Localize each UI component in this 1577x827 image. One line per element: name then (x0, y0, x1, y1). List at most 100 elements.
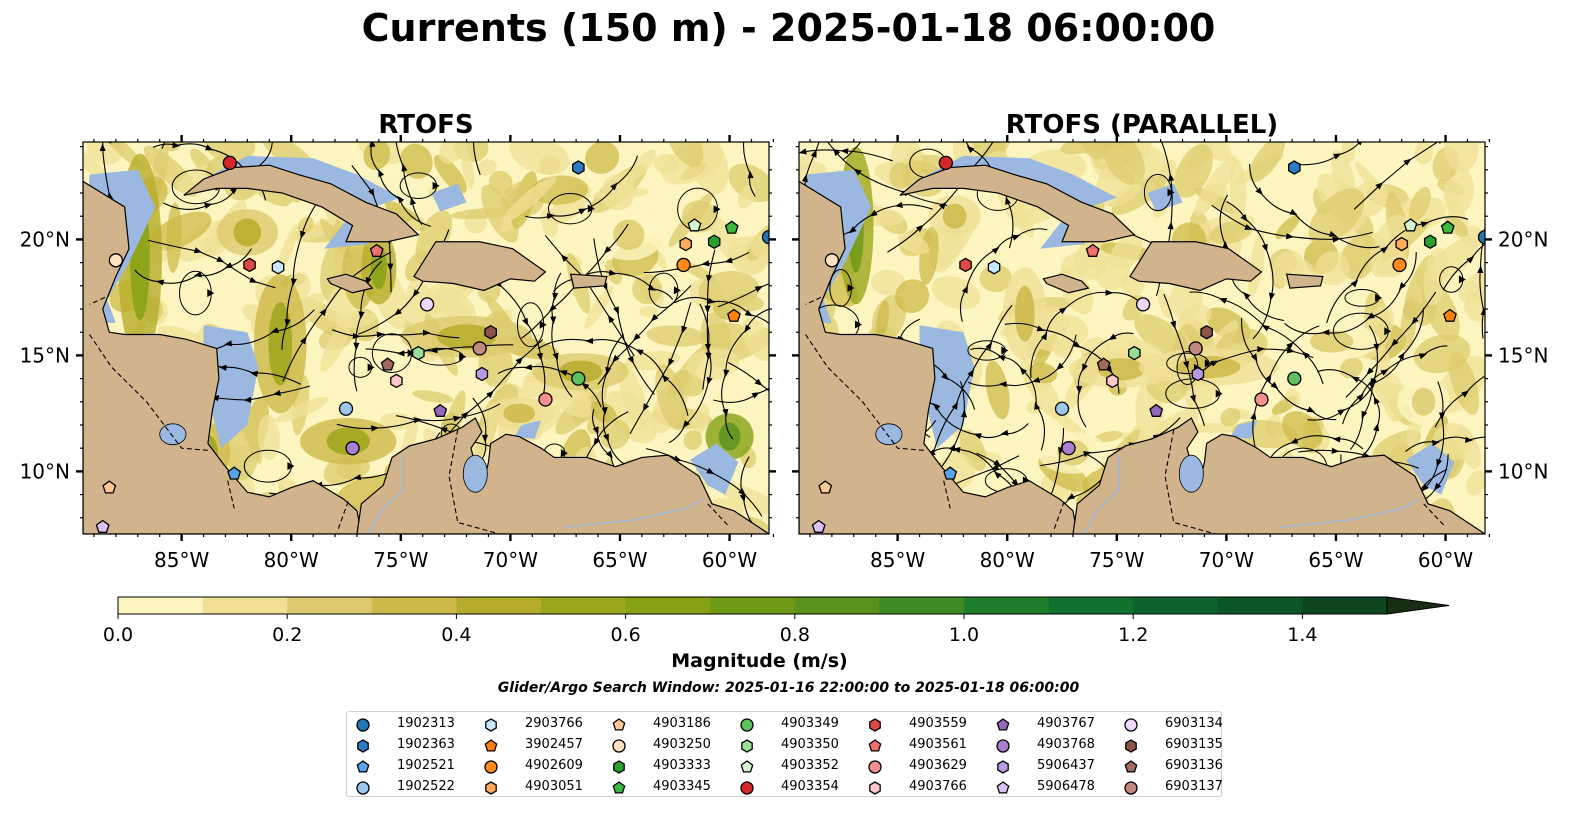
streamline (282, 251, 392, 382)
streamline (1189, 291, 1324, 385)
land-mass (326, 273, 374, 294)
legend-label: 4903051 (525, 779, 583, 794)
eddy-arrow (847, 283, 855, 292)
streamline (601, 333, 625, 465)
platform-marker-4903561 (1085, 243, 1100, 257)
legend-marker-icon (996, 718, 1010, 731)
platform-marker-4903559 (243, 257, 256, 273)
legend-marker-icon (612, 739, 626, 753)
platform-marker-1902363 (572, 160, 585, 175)
speed-core (1411, 387, 1436, 416)
platform-marker-6903134 (1135, 297, 1151, 312)
colorbar-segment (541, 597, 627, 614)
legend-marker (996, 718, 1010, 731)
y-tick-label: 10°N (1498, 459, 1548, 483)
streamline (497, 364, 602, 408)
y-tick-label: 10°N (20, 459, 70, 483)
eddy-arrow (539, 320, 547, 329)
eddy-arrow (407, 349, 415, 358)
speed-patch (461, 149, 475, 189)
platform-marker-1902521 (943, 466, 958, 480)
legend-label: 6903136 (1165, 758, 1223, 773)
colorbar-segment (964, 597, 1050, 614)
platform-marker-4903767 (1149, 403, 1164, 417)
legend-label: 4903559 (909, 716, 967, 731)
legend-marker-icon (484, 739, 498, 752)
country-border (1052, 501, 1065, 532)
streamline (281, 199, 320, 350)
panel-title: RTOFS (PARALLEL) (1006, 110, 1278, 140)
eddy-arrow (459, 352, 467, 361)
legend-marker-icon (356, 718, 370, 732)
eddy-arrow (287, 462, 295, 471)
streamline (1249, 163, 1380, 249)
legend-label: 6903134 (1165, 716, 1223, 731)
legend-marker-icon (740, 781, 754, 795)
river (1083, 455, 1120, 534)
speed-patch (1315, 251, 1350, 286)
colorbar-segment (371, 597, 457, 614)
legend-marker-icon (996, 781, 1010, 794)
river (1281, 498, 1420, 528)
platform-marker-4903333 (707, 234, 721, 249)
legend-label: 4903345 (653, 779, 711, 794)
platform-marker-4903186 (102, 480, 117, 494)
platform-marker-5906437 (1191, 366, 1205, 382)
legend-marker-icon (612, 718, 626, 731)
colorbar-tick-label: 1.0 (949, 624, 979, 646)
speed-patch (1073, 241, 1109, 280)
legend-marker (740, 781, 754, 795)
eddy-arrow (1215, 389, 1223, 398)
platform-marker-1902313 (761, 229, 769, 245)
legend-marker-icon (485, 781, 497, 795)
speed-core (718, 422, 741, 451)
legend-label: 6903137 (1165, 779, 1223, 794)
speed-core (1177, 355, 1241, 379)
legend-marker-icon (1124, 760, 1138, 773)
x-tick-label: 80°W (980, 548, 1035, 572)
platform-marker-4903766 (390, 373, 403, 389)
colorbar-tick-label: 0.2 (272, 624, 302, 646)
legend-marker-icon (484, 760, 498, 774)
speed-patch (1444, 142, 1479, 173)
legend-marker (868, 739, 882, 752)
legend-marker-icon (996, 739, 1010, 753)
map-panel-1 (83, 142, 769, 534)
speed-patch (509, 142, 570, 175)
legend-label: 3902457 (525, 737, 583, 752)
legend-marker (484, 739, 498, 752)
platform-marker-6903135 (1200, 324, 1213, 340)
platform-marker-1902521 (227, 466, 242, 480)
legend-label: 1902522 (397, 779, 455, 794)
y-tick-label: 15°N (1498, 343, 1548, 367)
platform-marker-2903766 (987, 260, 1001, 275)
platform-marker-4903250 (824, 253, 840, 268)
streamline (629, 302, 692, 435)
panel-frame (798, 141, 1486, 535)
colorbar-segment (794, 597, 880, 614)
platform-marker-2903766 (271, 260, 285, 275)
legend-marker-icon (1124, 781, 1138, 795)
eddy-arrow (207, 289, 215, 298)
speed-patch (1157, 288, 1173, 319)
land-mass (899, 164, 1136, 243)
streamline (353, 260, 382, 392)
legend-marker-icon (869, 718, 881, 732)
legend-label: 4903349 (781, 716, 839, 731)
speed-patch (148, 211, 212, 252)
colorbar-segment (202, 597, 288, 614)
platform-marker-3902457 (727, 308, 741, 322)
legend-marker (869, 718, 881, 732)
platform-marker-4903768 (1061, 441, 1076, 456)
platform-marker-4903345 (1440, 220, 1455, 234)
speed-core (233, 218, 262, 247)
platform-marker-4903629 (538, 392, 553, 407)
legend-marker-icon (868, 739, 882, 752)
streamline (393, 142, 423, 226)
legend-label: 5906478 (1037, 779, 1095, 794)
x-tick-label: 85°W (154, 548, 209, 572)
platform-marker-5906478 (95, 519, 110, 533)
colorbar-segment (625, 597, 711, 614)
land-mass (1129, 241, 1263, 292)
platform-marker-4903352 (1403, 218, 1418, 232)
